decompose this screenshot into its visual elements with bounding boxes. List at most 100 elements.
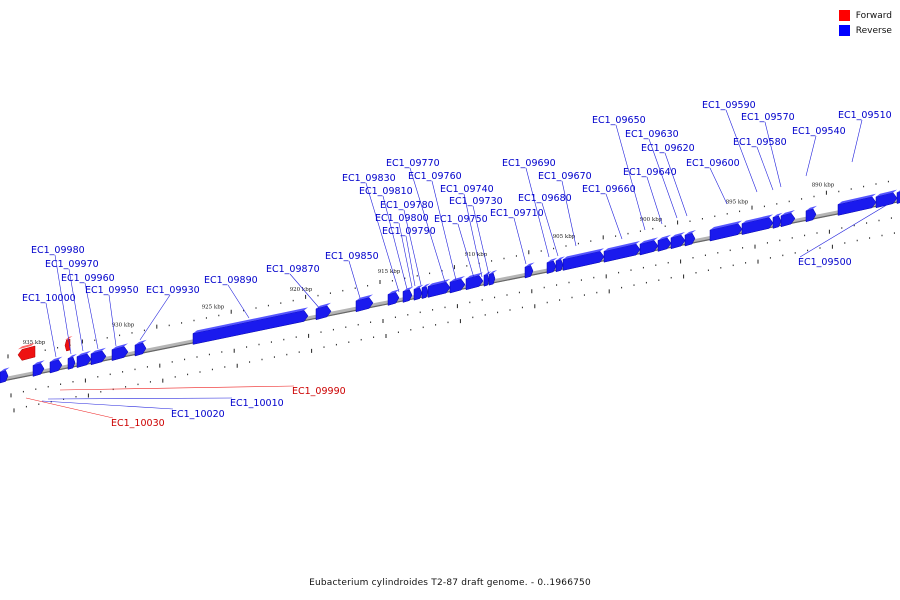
gene-leader-line (472, 205, 490, 276)
gene-leader-line (561, 180, 577, 247)
gene-leader-line (664, 152, 688, 217)
gene-label: EC1_09680 (518, 193, 572, 204)
gene-label: EC1_09710 (490, 208, 544, 219)
forward-swatch (838, 10, 850, 21)
gene-arrow-top (193, 307, 308, 334)
gene-arrow-top (77, 350, 91, 357)
reverse-gene-arrow (772, 215, 782, 229)
gene-label: EC1_09950 (85, 285, 139, 296)
reverse-gene-arrow (780, 212, 796, 228)
gene-label: EC1_09620 (641, 143, 695, 154)
gene-labels: EC1_09510 EC1_09540 EC1_09570 EC1_09580 EC1_… (22, 100, 892, 429)
gene-leader-line (289, 273, 322, 311)
gene-leader-line (108, 294, 117, 347)
gene-leader-lines (25, 109, 896, 419)
gene-label: EC1_09980 (31, 245, 85, 256)
gene-label: EC1_09730 (449, 196, 503, 207)
gene-arrow-top (414, 284, 424, 290)
gene-arrow-top (33, 360, 45, 366)
reverse-gene-arrow (875, 192, 898, 209)
gene-leader-line (365, 182, 400, 293)
gene-label: EC1_10030 (111, 418, 165, 429)
gene-arrow-top (685, 230, 696, 235)
gene-arrow-top (18, 343, 35, 350)
gene-leader-line (709, 167, 728, 205)
gene-features (0, 189, 900, 384)
gene-label: EC1_09770 (386, 158, 440, 169)
legend-entry-reverse: Reverse (838, 23, 892, 38)
gene-label: EC1_09640 (623, 167, 677, 178)
gene-leader-line (799, 199, 896, 258)
reverse-gene-arrow (805, 208, 817, 223)
gene-arrow-top (484, 271, 492, 276)
gene-leader-line (348, 260, 361, 299)
gene-label: EC1_09690 (502, 158, 556, 169)
legend-entry-forward: Forward (838, 8, 892, 23)
gene-arrow-top (640, 237, 658, 244)
gene-leader-line (431, 180, 457, 281)
gene-label: EC1_09830 (342, 173, 396, 184)
gene-label: EC1_09540 (792, 126, 846, 137)
gene-label: EC1_09750 (434, 214, 488, 225)
reverse-gene-arrow (0, 370, 9, 384)
forward-gene-arrow (64, 338, 71, 352)
reverse-gene-arrow (76, 353, 92, 368)
reverse-gene-arrow (741, 217, 774, 235)
gene-arrow-top (422, 283, 431, 288)
gene-arrow-top (671, 232, 685, 238)
gene-leader-line (605, 193, 623, 240)
reverse-swatch (838, 25, 850, 36)
gene-leader-line (409, 167, 446, 283)
gene-arrow-top (897, 190, 900, 193)
gene-leader-line (725, 109, 758, 193)
gene-leader-line (525, 167, 550, 258)
axis-kbp-label: 925 kbp (202, 304, 225, 310)
gene-leader-line (756, 146, 774, 191)
gene-leader-line (54, 254, 72, 355)
gene-label: EC1_09660 (582, 184, 636, 195)
gene-arrow-top (388, 289, 400, 295)
axis-kbp-label: 890 kbp (812, 182, 835, 188)
gene-leader-line (805, 135, 817, 177)
gene-arrow-top (68, 354, 77, 359)
gene-arrow-top (0, 367, 10, 372)
gene-label: EC1_09850 (325, 251, 379, 262)
gene-arrow-top (91, 347, 106, 354)
reverse-gene-arrow (387, 291, 400, 306)
gene-leader-line (398, 222, 413, 288)
gene-leader-line (227, 284, 250, 319)
gene-leader-line (541, 202, 559, 257)
strand-legend: Forward Reverse (838, 8, 892, 38)
gene-label: EC1_10000 (22, 293, 76, 304)
gene-label: EC1_10020 (171, 409, 225, 420)
gene-leader-line (84, 282, 99, 350)
gene-arrow-top (742, 214, 773, 224)
reverse-gene-arrow (134, 342, 147, 357)
gene-leader-line (764, 121, 782, 188)
gene-arrow-top (50, 356, 63, 362)
gene-label: EC1_09510 (838, 110, 892, 121)
reverse-gene-arrow (465, 275, 484, 291)
reverse-gene-arrow (355, 297, 374, 313)
reverse-gene-arrow (421, 286, 429, 299)
reverse-gene-arrow (709, 223, 743, 242)
reverse-gene-arrow (670, 234, 686, 250)
reverse-gene-arrow (896, 191, 900, 204)
axis-kbp-label: 915 kbp (378, 269, 401, 275)
gene-arrow-top (450, 276, 465, 282)
reverse-gene-arrow (639, 240, 659, 256)
gene-leader-line (59, 385, 295, 391)
reverse-gene-arrow (488, 272, 496, 286)
reverse-gene-arrow (67, 356, 76, 370)
reverse-gene-arrow (555, 259, 564, 273)
gene-arrow-top (547, 257, 558, 263)
gene-leader-line (382, 195, 408, 290)
reverse-gene-arrow (562, 250, 605, 271)
gene-arrow-top (556, 256, 565, 261)
reverse-gene-arrow (603, 243, 641, 263)
forward-gene-arrow (17, 345, 36, 361)
reverse-gene-arrow (111, 346, 129, 361)
gene-label: EC1_09580 (733, 137, 787, 148)
gene-label: EC1_09990 (292, 386, 346, 397)
